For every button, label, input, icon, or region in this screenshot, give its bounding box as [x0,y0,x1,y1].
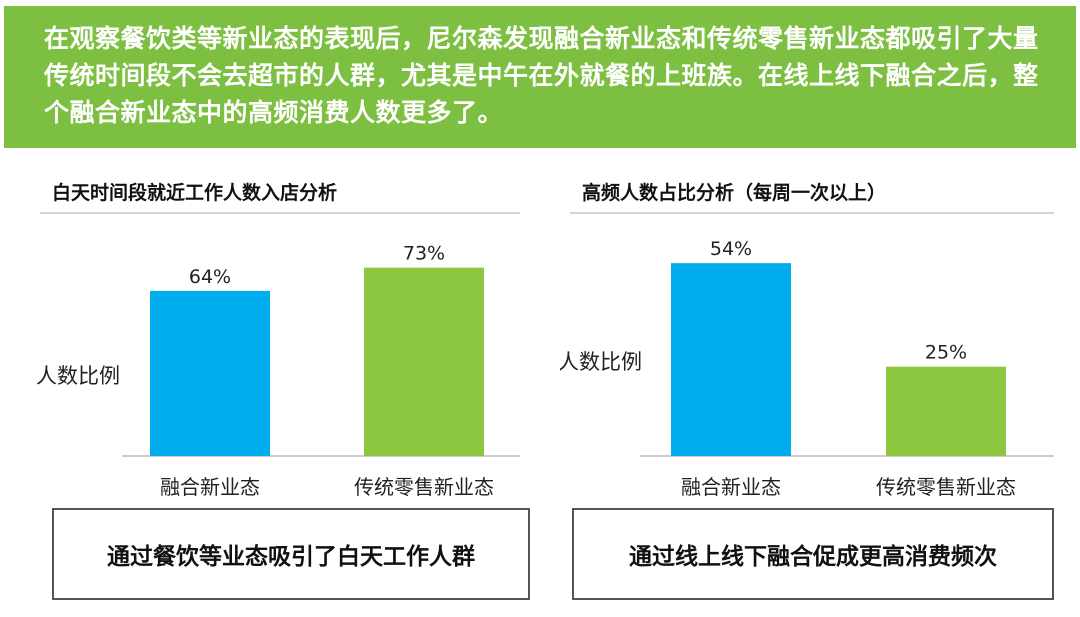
header-banner: 在观察餐饮类等新业态的表现后，尼尔森发现融合新业态和传统零售新业态都吸引了大量传… [4,6,1076,148]
category-label-traditional: 传统零售新业态 [354,475,494,499]
summary-box: 通过餐饮等业态吸引了白天工作人群 [52,508,530,600]
bar-traditional [364,267,484,456]
bar-fusion [671,263,791,456]
bar-chart-frequency: 人数比例 54% 25% 融合新业态 传统零售新业态 [560,238,1054,499]
summary-box: 通过线上线下融合促成更高消费频次 [572,508,1054,600]
bar-fusion [150,290,270,456]
value-label-traditional: 73% [403,243,445,265]
chart-panel-daytime: 白天时间段就近工作人数入店分析 人数比例 64% 73% 融合新业态 传统零售新… [0,172,530,612]
value-label-fusion: 54% [710,238,752,260]
banner-text: 在观察餐饮类等新业态的表现后，尼尔森发现融合新业态和传统零售新业态都吸引了大量传… [44,24,1039,127]
chart-title: 白天时间段就近工作人数入店分析 [52,182,338,204]
bar-chart-daytime: 人数比例 64% 73% 融合新业态 传统零售新业态 [36,243,520,499]
summary-text: 通过线上线下融合促成更高消费频次 [629,544,997,570]
summary-text: 通过餐饮等业态吸引了白天工作人群 [107,544,475,570]
category-label-fusion: 融合新业态 [160,475,260,499]
bar-traditional [886,366,1006,456]
y-axis-label: 人数比例 [560,350,642,374]
y-axis-label: 人数比例 [36,364,120,388]
category-label-fusion: 融合新业态 [681,475,781,499]
title-divider [40,212,520,214]
value-label-traditional: 25% [925,342,967,364]
title-divider [570,212,1054,214]
value-label-fusion: 64% [189,266,231,288]
chart-title: 高频人数占比分析（每周一次以上） [582,182,887,204]
category-label-traditional: 传统零售新业态 [876,475,1016,499]
chart-panel-frequency: 高频人数占比分析（每周一次以上） 人数比例 54% 25% 融合新业态 传统零售… [560,172,1080,612]
